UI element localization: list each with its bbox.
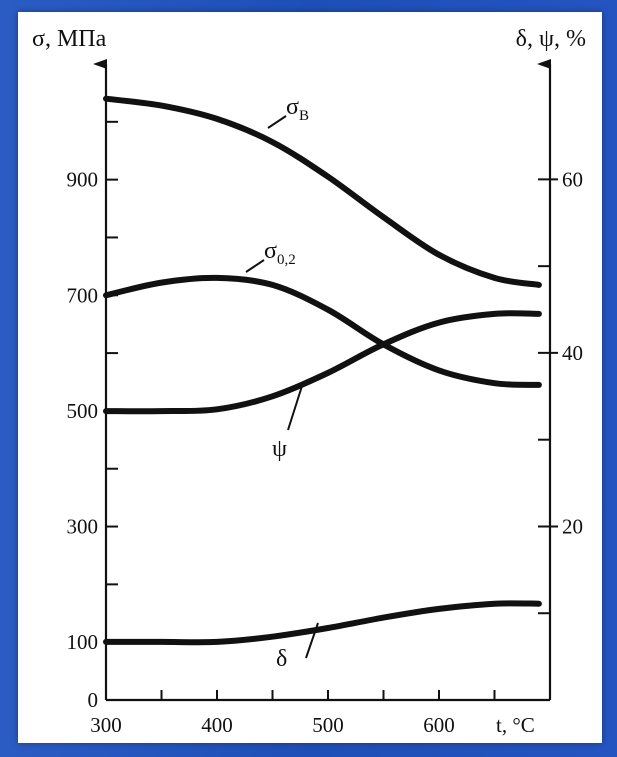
series-leader-4	[305, 622, 319, 659]
y-axis-right-label: δ, ψ, %	[516, 26, 586, 52]
chart: 0 100 300 500 700 900 20 40 60 300 400 500 600 σВ σ0,2…	[32, 26, 586, 737]
series-label-3: ψ	[272, 436, 287, 462]
y-axis-left-label: σ, МПа	[32, 26, 107, 52]
x-tick-label: 300	[90, 713, 122, 737]
y-left-tick-label: 900	[67, 168, 99, 192]
y-right-tick-label: 20	[562, 514, 583, 538]
series-label-4: δ	[276, 646, 287, 672]
series-leader-3	[287, 385, 303, 431]
y-left-tick-label: 0	[88, 688, 99, 712]
y-left-tick-label: 700	[67, 283, 99, 307]
chart-frame: 0 100 300 500 700 900 20 40 60 300 400 500 600 σВ σ0,2…	[18, 12, 602, 743]
series-label-1: σВ	[286, 94, 309, 124]
y-left-tick-label: 500	[67, 399, 99, 423]
series-line-3	[103, 310, 542, 415]
series-leader-2	[245, 259, 265, 273]
y-left-tick-label: 300	[67, 515, 99, 539]
series-line-4	[103, 600, 542, 646]
series-label-2: σ0,2	[264, 238, 296, 268]
series-line-2	[103, 274, 542, 388]
y-right-tick-label: 60	[562, 167, 583, 191]
series-leader-1	[267, 115, 287, 129]
y-left-tick-label: 100	[67, 630, 99, 654]
x-tick-label: 600	[423, 713, 455, 737]
x-tick-label: 400	[201, 713, 233, 737]
series-line-1	[103, 95, 542, 288]
x-tick-label: 500	[312, 713, 344, 737]
y-right-tick-label: 40	[562, 341, 583, 365]
x-axis-label: t, °C	[496, 713, 535, 737]
